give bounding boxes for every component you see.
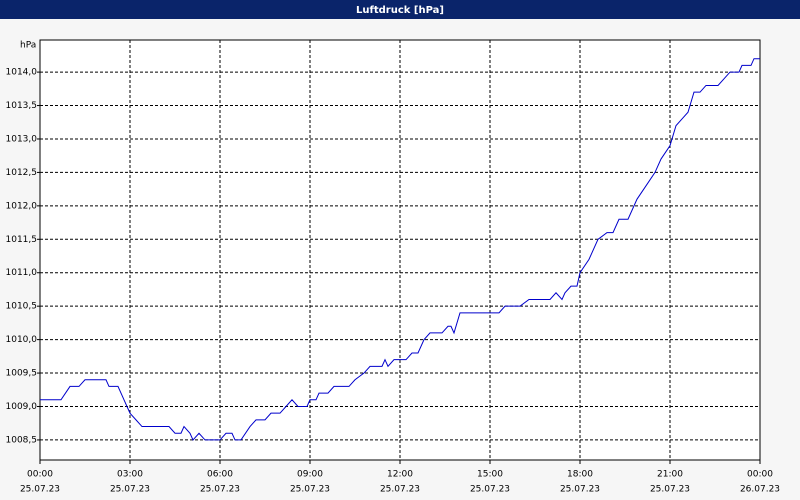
y-tick-label: 1011,0 bbox=[6, 268, 38, 278]
y-tick-label: 1012,5 bbox=[6, 168, 38, 178]
x-tick-label: 09:00 bbox=[297, 470, 323, 480]
title-bar bbox=[0, 0, 800, 19]
x-tick-date: 26.07.23 bbox=[740, 485, 780, 495]
plot-frame bbox=[39, 39, 761, 461]
x-tick-date: 25.07.23 bbox=[560, 485, 600, 495]
x-tick-date: 25.07.23 bbox=[380, 485, 420, 495]
x-tick-date: 25.07.23 bbox=[650, 485, 690, 495]
x-tick-date: 25.07.23 bbox=[200, 485, 240, 495]
x-tick-date: 25.07.23 bbox=[290, 485, 330, 495]
y-tick-label: 1014,0 bbox=[6, 68, 38, 78]
x-tick-date: 25.07.23 bbox=[470, 485, 510, 495]
x-tick-label: 15:00 bbox=[477, 470, 503, 480]
y-tick-label: 1013,0 bbox=[6, 134, 38, 144]
y-axis-label: hPa bbox=[20, 41, 36, 51]
x-tick-label: 21:00 bbox=[657, 470, 683, 480]
chart-title: Luftdruck [hPa] bbox=[356, 5, 444, 16]
x-tick-label: 06:00 bbox=[207, 470, 233, 480]
x-tick-label: 18:00 bbox=[567, 470, 593, 480]
y-tick-label: 1009,5 bbox=[6, 369, 38, 379]
x-tick-date: 25.07.23 bbox=[20, 485, 60, 495]
x-tick-label: 00:00 bbox=[27, 470, 53, 480]
x-tick-date: 25.07.23 bbox=[110, 485, 150, 495]
y-tick-label: 1010,5 bbox=[6, 302, 38, 312]
y-tick-label: 1008,5 bbox=[6, 435, 38, 445]
y-tick-label: 1013,5 bbox=[6, 101, 38, 111]
x-tick-label: 03:00 bbox=[117, 470, 143, 480]
y-tick-label: 1012,0 bbox=[6, 201, 38, 211]
y-tick-label: 1011,5 bbox=[6, 235, 38, 245]
x-tick-label: 12:00 bbox=[387, 470, 413, 480]
y-tick-label: 1010,0 bbox=[6, 335, 38, 345]
data-line bbox=[40, 58, 760, 441]
y-tick-label: 1009,0 bbox=[6, 402, 38, 412]
x-tick-label: 00:00 bbox=[747, 470, 773, 480]
